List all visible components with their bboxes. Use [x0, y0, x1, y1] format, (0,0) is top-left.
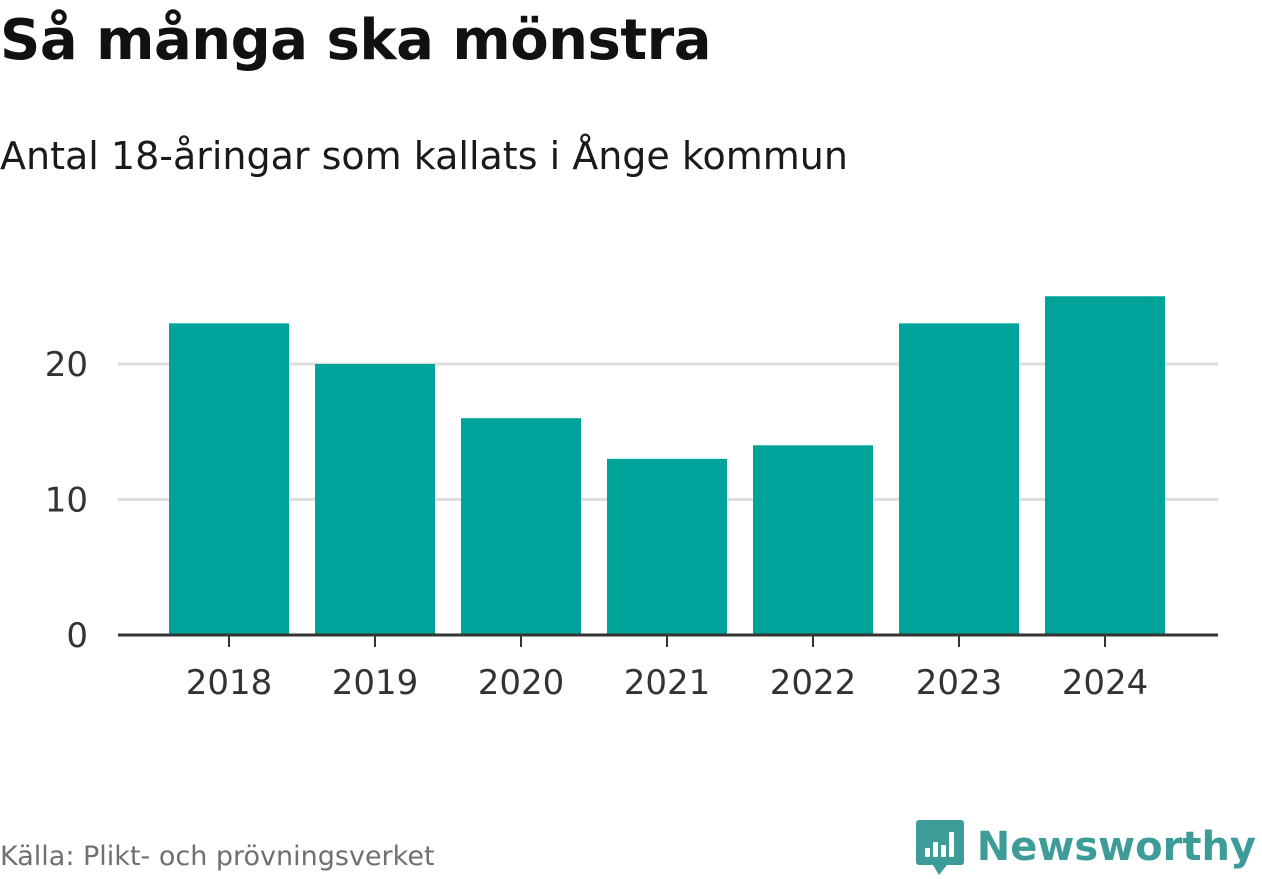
y-tick-label: 0 — [66, 616, 88, 656]
brand-name: Newsworthy — [976, 824, 1256, 870]
bar — [607, 458, 727, 635]
x-tick-label: 2022 — [770, 663, 857, 703]
x-tick-label: 2018 — [186, 663, 273, 703]
chart-title: Så många ska mönstra — [0, 8, 712, 73]
bar — [315, 364, 435, 635]
x-tick-label: 2023 — [916, 663, 1003, 703]
newsworthy-logo-icon — [915, 820, 964, 875]
bar — [461, 418, 581, 635]
bars — [169, 296, 1165, 635]
bar — [169, 323, 289, 635]
x-tick-label: 2021 — [624, 663, 711, 703]
y-axis-labels: 0 10 20 — [45, 345, 88, 656]
y-tick-label: 20 — [45, 345, 88, 385]
source-note: Källa: Plikt- och prövningsverket — [0, 841, 435, 872]
bar — [1045, 296, 1165, 635]
x-axis-ticks — [228, 635, 1106, 647]
chart-subtitle: Antal 18-åringar som kallats i Ånge komm… — [0, 134, 848, 178]
brand-logo: Newsworthy — [915, 818, 1256, 876]
x-tick-label: 2024 — [1062, 663, 1149, 703]
bar — [899, 323, 1019, 635]
x-axis-labels: 2018 2019 2020 2021 2022 2023 2024 — [186, 663, 1149, 703]
x-tick-label: 2020 — [478, 663, 565, 703]
y-tick-label: 10 — [45, 481, 88, 521]
bar — [753, 445, 873, 635]
x-tick-label: 2019 — [332, 663, 419, 703]
